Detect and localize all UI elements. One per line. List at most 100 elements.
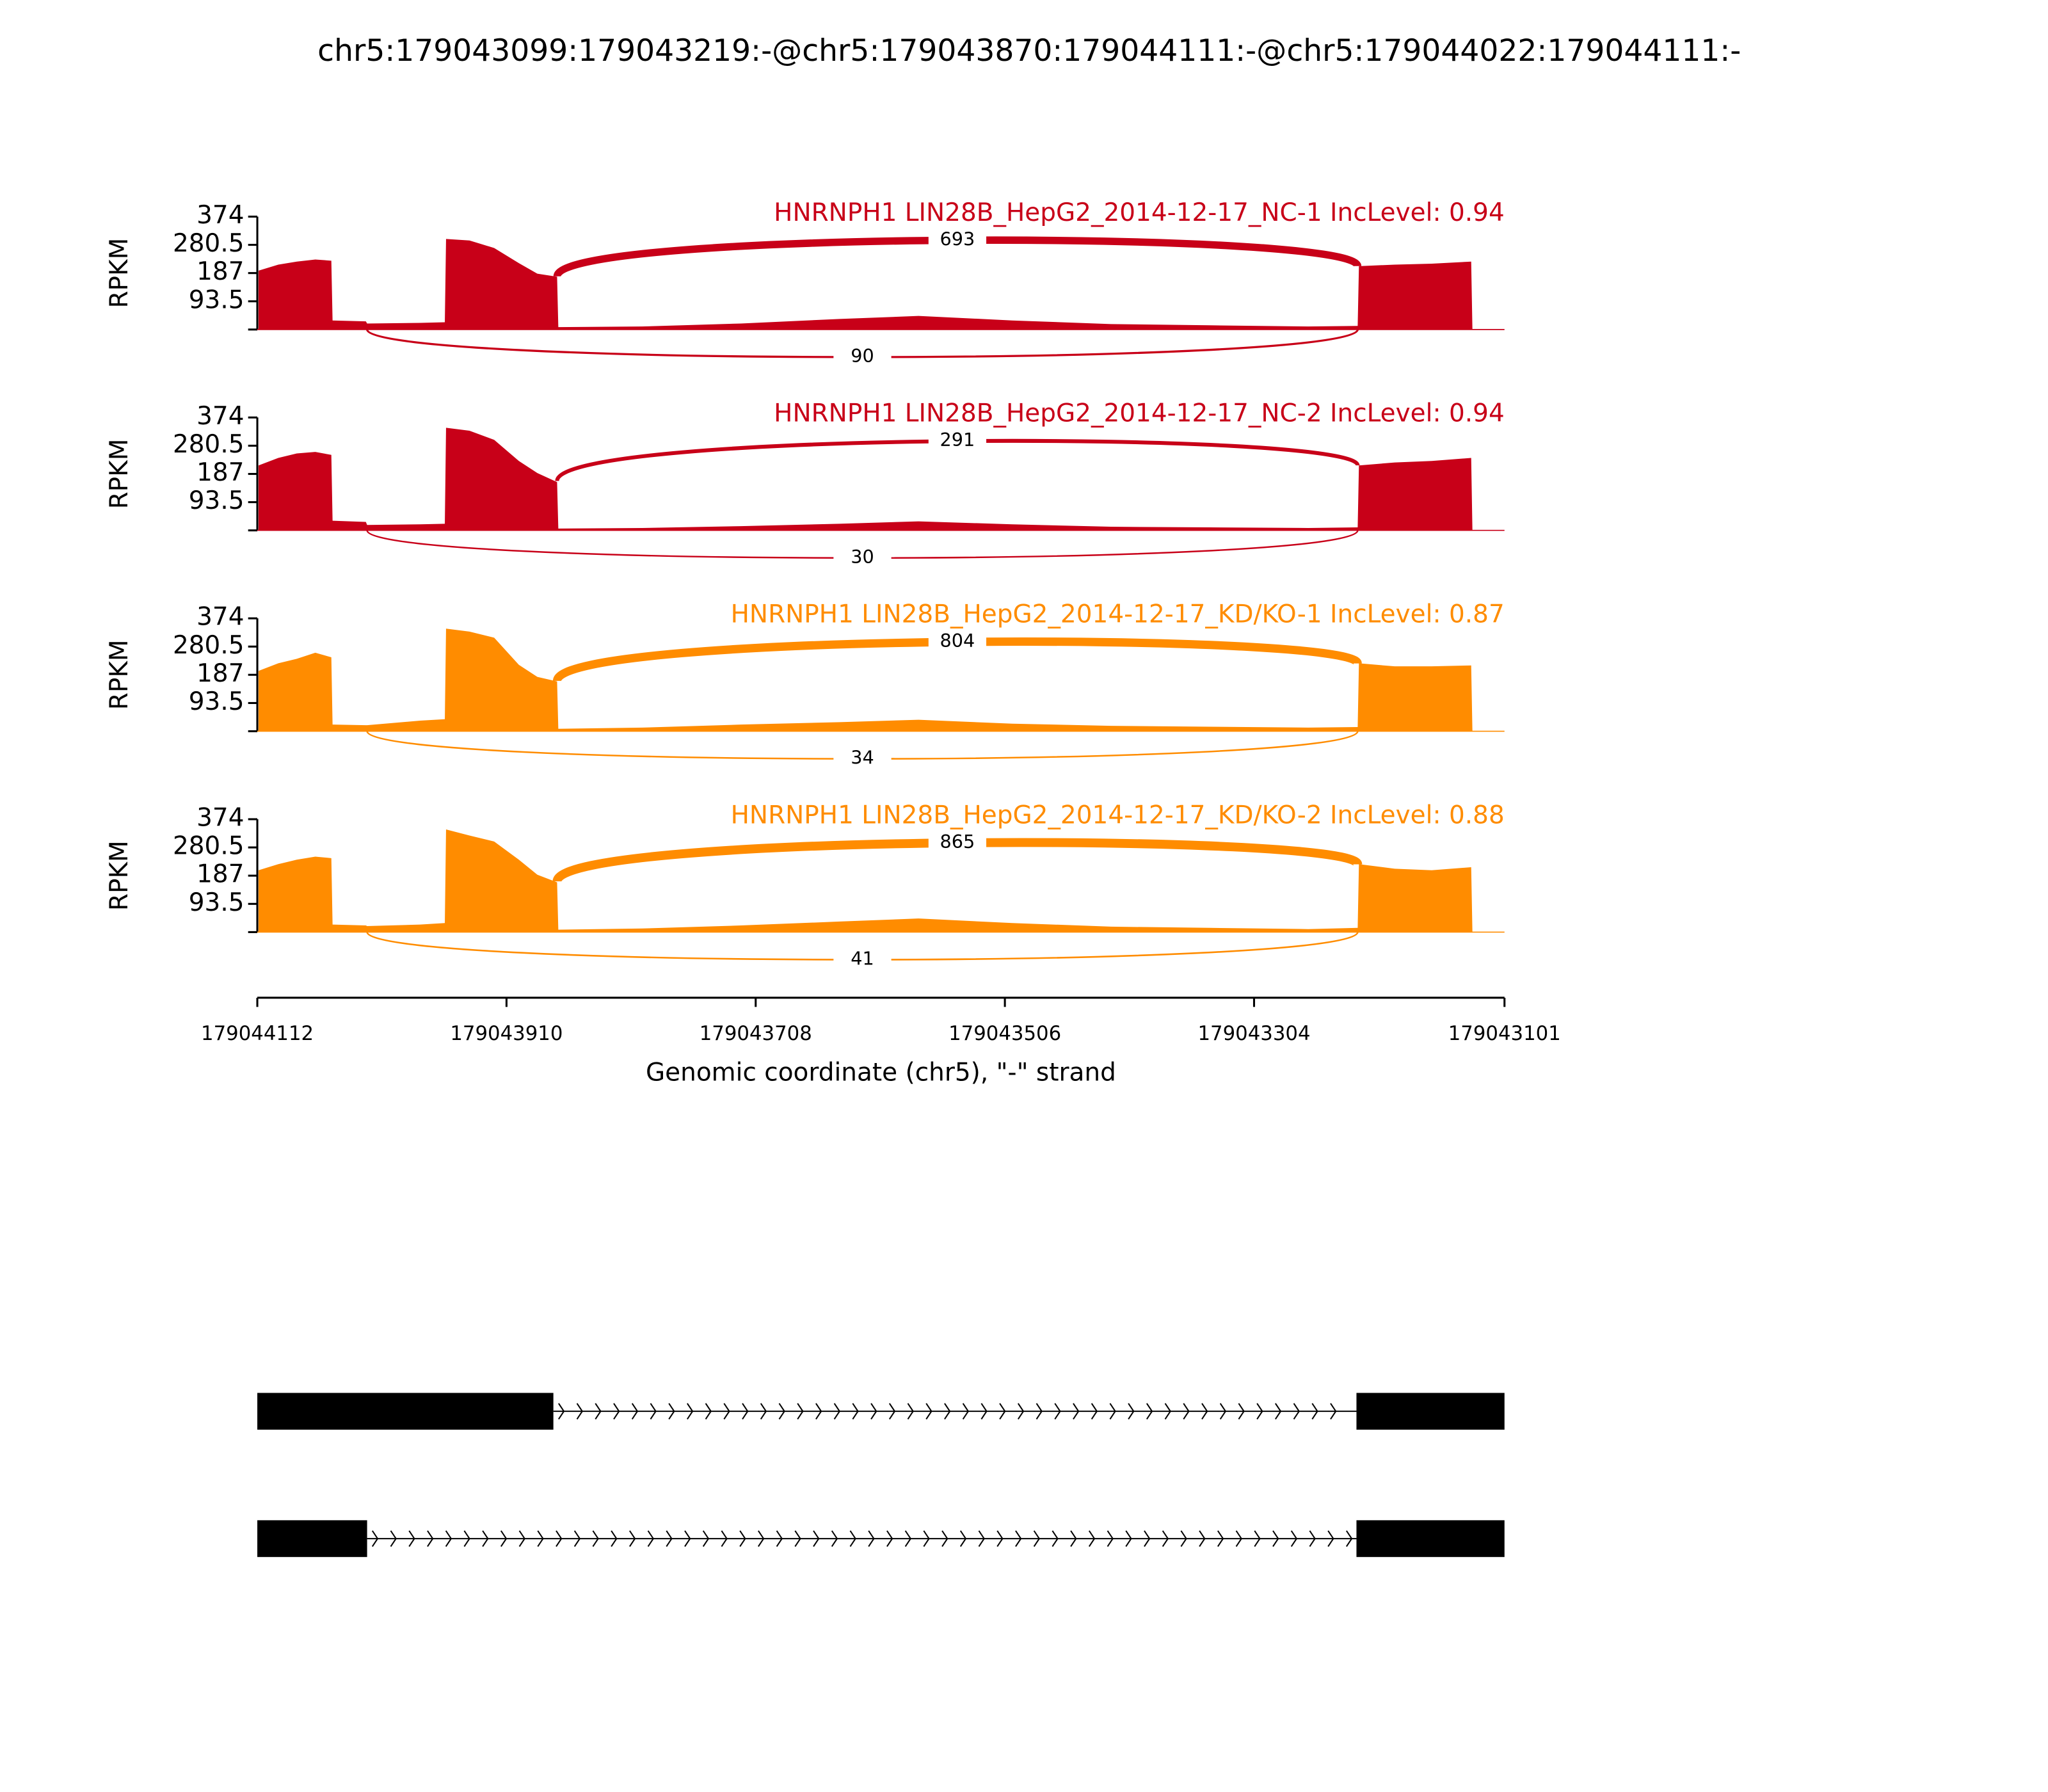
strand-arrow [702,1530,710,1547]
strand-arrow [629,1530,636,1547]
strand-arrow [1275,1403,1282,1420]
coverage-area [258,829,1473,932]
y-tick-label: 93.5 [189,486,244,515]
strand-arrow [778,1403,785,1420]
strand-arrow [445,1530,452,1547]
strand-arrow [904,1530,912,1547]
strand-arrow [776,1530,783,1547]
strand-arrow [760,1403,767,1420]
junction-count: 693 [940,228,975,250]
strand-arrow [1107,1530,1114,1547]
strand-arrow [1033,1530,1041,1547]
strand-arrow [978,1530,985,1547]
y-tick-label: 187 [196,458,244,487]
strand-arrow [1199,1530,1206,1547]
strand-arrow [1146,1403,1153,1420]
strand-arrow [537,1530,544,1547]
strand-arrow [758,1530,765,1547]
strand-arrow [849,1530,856,1547]
strand-arrow [959,1530,967,1547]
strand-arrow [1219,1403,1227,1420]
strand-arrow [1073,1403,1080,1420]
strand-arrow [794,1530,801,1547]
strand-arrow [925,1403,932,1420]
strand-arrow [739,1530,746,1547]
strand-arrow [999,1403,1006,1420]
junction-label-bg [833,546,892,570]
strand-arrow [1036,1403,1043,1420]
y-tick-label: 187 [196,860,244,889]
strand-arrow [1162,1530,1169,1547]
x-axis-label: Genomic coordinate (chr5), "-" strand [646,1058,1116,1087]
strand-arrow [721,1530,728,1547]
strand-arrow [1238,1403,1245,1420]
strand-arrow [408,1530,415,1547]
strand-arrow [923,1530,930,1547]
exon [257,1520,367,1557]
strand-arrow [907,1403,914,1420]
strand-arrow [813,1530,820,1547]
strand-arrow [573,1530,581,1547]
strand-arrow [482,1530,489,1547]
strand-arrow [668,1403,675,1420]
chart-title: chr5:179043099:179043219:-@chr5:17904387… [317,33,1741,68]
exon [257,1393,554,1430]
junction-label-bg [833,747,892,771]
strand-arrow [797,1403,804,1420]
x-tick-label: 179043101 [1448,1022,1561,1045]
strand-arrow [631,1403,639,1420]
strand-arrow [1293,1403,1300,1420]
coverage-area [258,628,1473,732]
strand-arrow [1327,1530,1334,1547]
strand-arrow [1217,1530,1224,1547]
strand-arrow [980,1403,988,1420]
strand-arrow [500,1530,508,1547]
strand-arrow [1164,1403,1171,1420]
strand-arrow [1070,1530,1077,1547]
junction-count: 291 [940,429,975,451]
strand-arrow [852,1403,859,1420]
strand-arrow [1091,1403,1098,1420]
y-tick-label: 374 [196,402,244,431]
strand-arrow [1180,1530,1187,1547]
junction-count: 90 [851,345,874,367]
strand-arrow [666,1530,673,1547]
x-tick-label: 179044112 [201,1022,314,1045]
strand-arrow [831,1530,838,1547]
strand-arrow [1346,1530,1353,1547]
strand-arrow [1052,1530,1059,1547]
strand-arrow [684,1530,691,1547]
strand-arrow [1256,1403,1263,1420]
junction-label-bg [928,630,987,654]
y-tick-label: 374 [196,201,244,230]
strand-arrow [558,1403,565,1420]
strand-arrow [1088,1530,1096,1547]
y-tick-label: 280.5 [173,631,244,660]
strand-arrow [833,1403,841,1420]
strand-arrow [1309,1530,1316,1547]
strand-arrow [1128,1403,1135,1420]
y-tick-label: 93.5 [189,285,244,314]
junction-count: 865 [940,831,975,852]
exon [1356,1393,1505,1430]
y-tick-label: 93.5 [189,888,244,917]
y-axis-label: RPKM [105,639,134,710]
y-tick-label: 374 [196,603,244,632]
x-tick-label: 179043708 [700,1022,812,1045]
x-tick-label: 179043506 [948,1022,1061,1045]
junction-count: 34 [851,747,874,769]
strand-arrow [613,1403,620,1420]
strand-arrow [576,1403,584,1420]
junction-count: 30 [851,546,874,568]
strand-arrow [611,1530,618,1547]
strand-arrow [1054,1403,1061,1420]
strand-arrow [1183,1403,1190,1420]
strand-arrow [962,1403,970,1420]
y-tick-label: 280.5 [173,430,244,459]
strand-arrow [888,1403,896,1420]
strand-arrow [815,1403,822,1420]
strand-arrow [886,1530,893,1547]
y-tick-label: 93.5 [189,687,244,716]
strand-arrow [742,1403,749,1420]
